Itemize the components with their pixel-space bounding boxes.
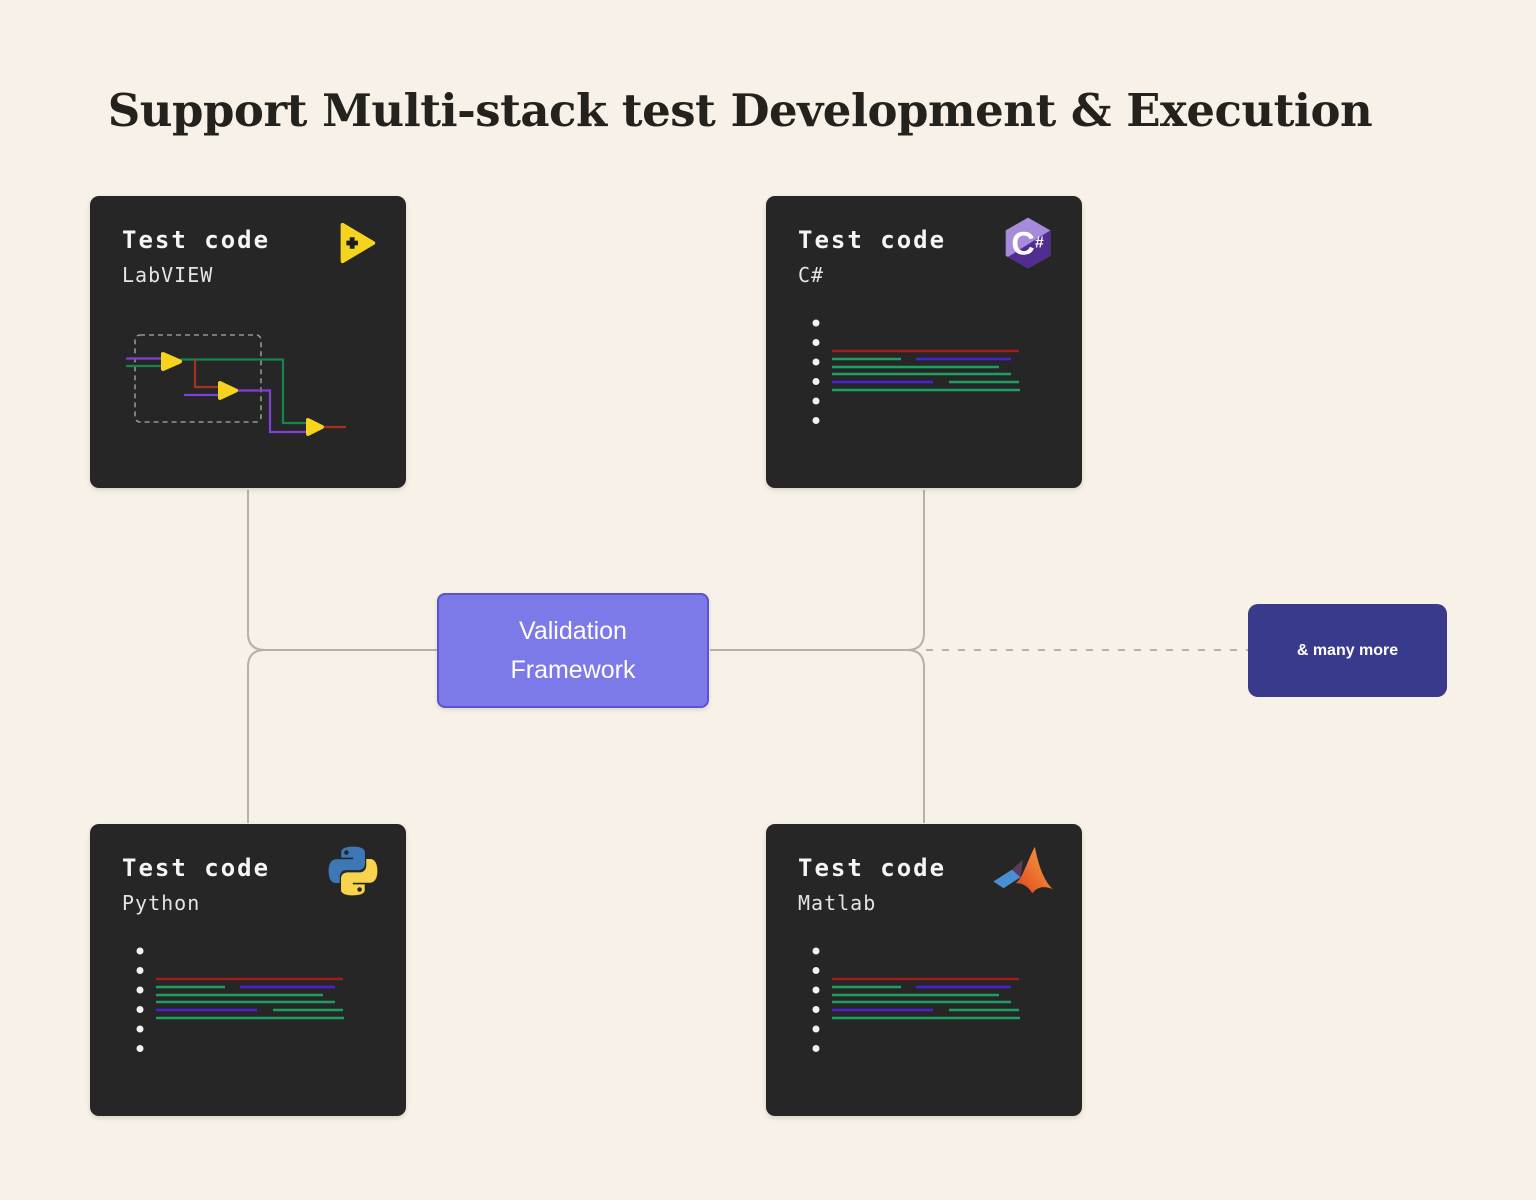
card-title: Test code (122, 854, 271, 882)
connector-labview-to-center (247, 490, 437, 651)
card-title: Test code (798, 226, 947, 254)
card-matlab: Test code Matlab (766, 824, 1082, 1116)
csharp-icon: C # (1000, 214, 1056, 277)
connector-csharp-to-center (710, 490, 925, 651)
connector-python-to-center (247, 649, 266, 823)
matlab-icon (990, 842, 1056, 909)
code-lines-graphic (136, 947, 344, 1052)
card-language: C# (798, 263, 825, 287)
many-more-node: & many more (1248, 604, 1447, 697)
card-language: Matlab (798, 891, 877, 915)
card-language: Python (122, 891, 201, 915)
labview-icon (332, 214, 380, 277)
svg-text:#: # (1035, 234, 1044, 251)
validation-framework-label-line1: Validation (519, 616, 627, 645)
svg-text:C: C (1011, 225, 1034, 261)
labview-wire-diagram (126, 334, 346, 436)
card-title: Test code (798, 854, 947, 882)
validation-framework-label-line2: Framework (510, 655, 636, 684)
card-csharp: Test code C# C # (766, 196, 1082, 488)
python-icon (326, 842, 380, 905)
code-lines-graphic (812, 947, 1020, 1052)
card-language: LabVIEW (122, 263, 214, 287)
validation-framework-node: Validation Framework (437, 593, 709, 708)
page-title: Support Multi-stack test Development & E… (107, 84, 1373, 137)
card-title: Test code (122, 226, 271, 254)
code-lines-graphic (812, 319, 1020, 424)
connector-matlab-to-center (906, 649, 925, 823)
card-python: Test code Python (90, 824, 406, 1116)
card-labview: Test code LabVIEW (90, 196, 406, 488)
